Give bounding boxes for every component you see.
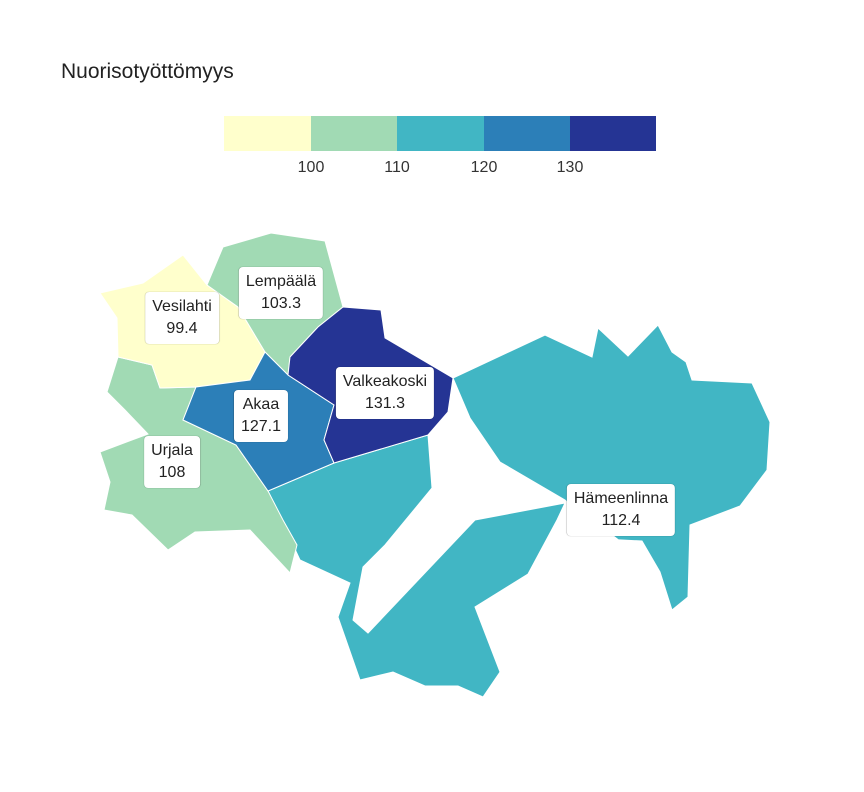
label-akaa: Akaa 127.1 xyxy=(233,390,289,442)
label-valkeakoski-name: Valkeakoski xyxy=(342,373,428,390)
label-hameenlinna: Hämeenlinna 112.4 xyxy=(566,484,676,536)
label-vesilahti-name: Vesilahti xyxy=(152,298,212,315)
label-lempaala-value: 103.3 xyxy=(260,295,302,312)
label-lempaala-name: Lempäälä xyxy=(245,273,317,290)
legend-swatch-4 xyxy=(484,116,570,151)
label-valkeakoski-value: 131.3 xyxy=(364,395,406,412)
label-urjala-value: 108 xyxy=(158,464,186,481)
label-urjala-name: Urjala xyxy=(151,442,193,459)
label-hameenlinna-name: Hämeenlinna xyxy=(573,490,669,507)
legend-tick-100: 100 xyxy=(297,159,325,176)
label-akaa-name: Akaa xyxy=(242,396,280,413)
legend-swatch-2 xyxy=(311,116,397,151)
legend-swatch-5 xyxy=(570,116,656,151)
legend-tick-110: 110 xyxy=(384,159,410,176)
label-urjala: Urjala 108 xyxy=(144,436,200,488)
label-lempaala: Lempäälä 103.3 xyxy=(238,267,324,319)
label-vesilahti: Vesilahti 99.4 xyxy=(145,292,219,344)
label-akaa-value: 127.1 xyxy=(240,418,282,435)
legend-tick-130: 130 xyxy=(556,159,584,176)
label-valkeakoski: Valkeakoski 131.3 xyxy=(335,367,435,419)
legend-swatch-1 xyxy=(224,116,311,151)
legend-tick-120: 120 xyxy=(470,159,498,176)
legend-swatch-3 xyxy=(397,116,484,151)
map-title: Nuorisotyöttömyys xyxy=(61,60,234,83)
label-hameenlinna-value: 112.4 xyxy=(601,512,641,529)
label-vesilahti-value: 99.4 xyxy=(166,320,198,337)
